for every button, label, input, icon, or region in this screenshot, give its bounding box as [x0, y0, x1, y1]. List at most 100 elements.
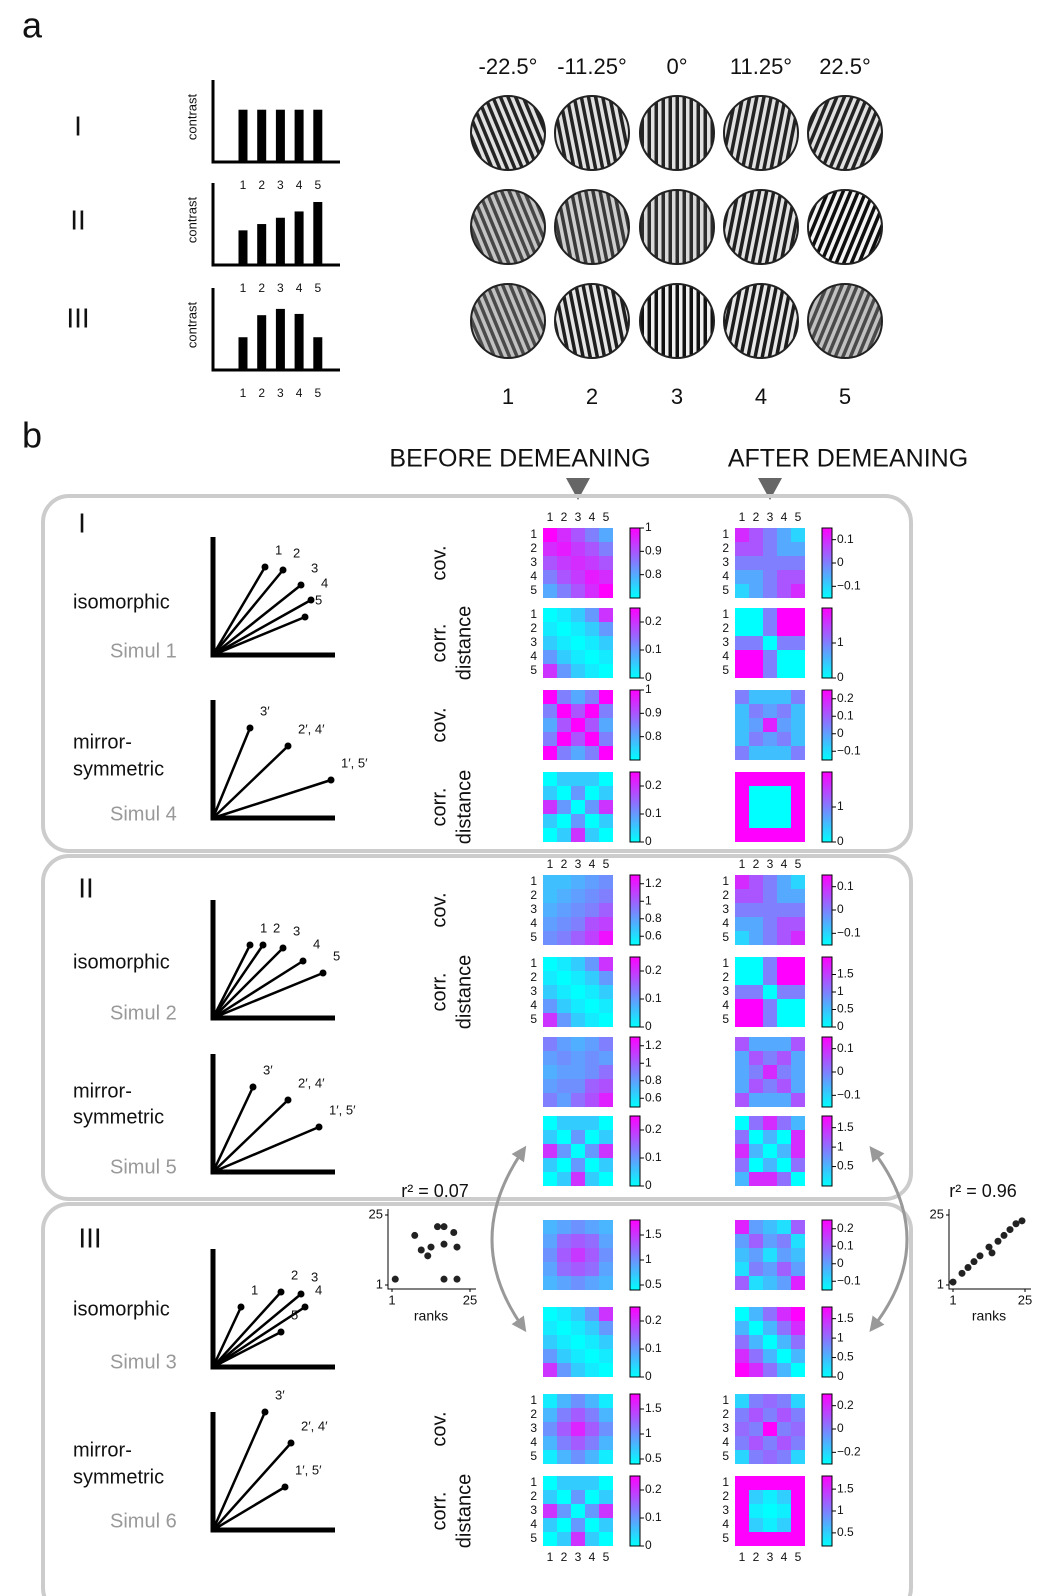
- row-label: distance: [453, 955, 475, 1030]
- col-index: 2: [753, 510, 760, 524]
- matrix-cell: [599, 1394, 613, 1408]
- matrix-cell: [763, 1476, 777, 1490]
- matrix-cell: [763, 636, 777, 650]
- matrix-cell: [763, 800, 777, 814]
- axis-label: contrast: [184, 301, 199, 348]
- model-name: mirror-: [73, 731, 132, 753]
- matrix-cell: [763, 1262, 777, 1276]
- matrix-cell: [557, 1307, 571, 1321]
- matrix-cell: [557, 999, 571, 1013]
- matrix-cell: [557, 732, 571, 746]
- matrix-cell: [735, 718, 749, 732]
- colorbar-label: 0.1: [837, 708, 854, 722]
- matrix-cell: [571, 985, 585, 999]
- matrix-cell: [735, 1234, 749, 1248]
- matrix-cell: [735, 746, 749, 760]
- matrix-cell: [599, 570, 613, 584]
- matrix-cell: [599, 917, 613, 931]
- colorbar-label: −0.1: [837, 579, 861, 593]
- point-label: 5: [315, 592, 322, 607]
- y-tick-label: 1: [376, 1276, 383, 1291]
- matrix-cell: [571, 528, 585, 542]
- matrix-cell: [735, 1476, 749, 1490]
- matrix-cell: [735, 636, 749, 650]
- row-index: 2: [530, 888, 537, 902]
- matrix-cell: [735, 1276, 749, 1290]
- matrix-cell: [571, 608, 585, 622]
- matrix-cell: [735, 917, 749, 931]
- point-label: 2: [293, 545, 300, 560]
- matrix-cell: [543, 1248, 557, 1262]
- matrix-cell: [557, 704, 571, 718]
- vector: [213, 780, 331, 818]
- matrix-cell: [763, 718, 777, 732]
- matrix-cell: [777, 1335, 791, 1349]
- matrix-cell: [777, 1116, 791, 1130]
- row-index: 1: [530, 956, 537, 970]
- matrix-cell: [543, 800, 557, 814]
- matrix-cell: [763, 1013, 777, 1027]
- col-index: 2: [561, 857, 568, 871]
- matrix-cell: [749, 1248, 763, 1262]
- x-tick-label: 25: [463, 1292, 477, 1307]
- vector-tip: [285, 1097, 292, 1104]
- matrix-cell: [763, 746, 777, 760]
- matrix-cell: [749, 1262, 763, 1276]
- matrix-cell: [749, 1079, 763, 1093]
- matrix-cell: [557, 1262, 571, 1276]
- colorbar-label: 1: [645, 893, 652, 907]
- matrix-cell: [571, 1037, 585, 1051]
- y-tick-label: 1: [937, 1276, 944, 1291]
- point-label: 4: [313, 936, 320, 951]
- matrix-cell: [557, 1363, 571, 1377]
- matrix-cell: [543, 1093, 557, 1107]
- matrix-cell: [543, 1037, 557, 1051]
- matrix-cell: [585, 584, 599, 598]
- point-label: 2: [273, 920, 280, 935]
- colorbar-label: 0: [837, 670, 844, 684]
- matrix-cell: [599, 1116, 613, 1130]
- bar-label: 1: [240, 281, 247, 295]
- matrix-cell: [585, 1248, 599, 1262]
- matrix-cell: [749, 772, 763, 786]
- matrix-cell: [599, 1093, 613, 1107]
- model-name: isomorphic: [73, 1298, 170, 1320]
- matrix-cell: [585, 957, 599, 971]
- bar-label: 1: [240, 178, 247, 192]
- grating: [640, 190, 714, 264]
- matrix-cell: [777, 584, 791, 598]
- row-label: corr.: [428, 1492, 450, 1531]
- row-index: 2: [722, 888, 729, 902]
- matrix-cell: [543, 957, 557, 971]
- matrix-cell: [791, 1234, 805, 1248]
- matrix-cell: [599, 1051, 613, 1065]
- y-tick-label: 25: [930, 1206, 944, 1221]
- stimulus-label: 2: [586, 384, 598, 409]
- matrix-cell: [791, 570, 805, 584]
- matrix-cell: [735, 570, 749, 584]
- matrix-cell: [571, 556, 585, 570]
- matrix-cell: [763, 1422, 777, 1436]
- row-index: 3: [530, 555, 537, 569]
- matrix-cell: [599, 875, 613, 889]
- matrix-cell: [599, 1321, 613, 1335]
- matrix-cell: [777, 542, 791, 556]
- scatter-point: [454, 1276, 461, 1283]
- colorbar: [630, 875, 640, 945]
- matrix-cell: [777, 889, 791, 903]
- row-index: 4: [530, 1435, 537, 1449]
- matrix-cell: [557, 1013, 571, 1027]
- matrix-cell: [777, 1394, 791, 1408]
- page: a b BEFORE DEMEANING AFTER DEMEANING Ico…: [0, 0, 1047, 1596]
- matrix-cell: [543, 622, 557, 636]
- row-label: III: [66, 302, 89, 333]
- colorbar-label: 1: [837, 1139, 844, 1153]
- matrix-cell: [557, 903, 571, 917]
- matrix-cell: [763, 985, 777, 999]
- matrix-cell: [599, 1335, 613, 1349]
- row-label: II: [70, 204, 86, 235]
- matrix-cell: [557, 528, 571, 542]
- matrix-cell: [735, 1408, 749, 1422]
- point-label: 3: [311, 560, 318, 575]
- row-index: 5: [530, 1449, 537, 1463]
